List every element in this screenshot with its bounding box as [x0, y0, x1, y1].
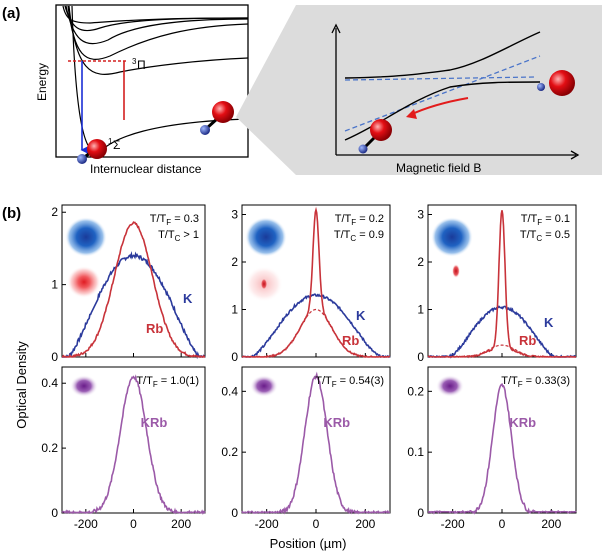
- x-tick-label: 0: [130, 517, 137, 531]
- magnetic-field-label: Magnetic field B: [396, 161, 481, 175]
- y-tick-label: 0: [51, 350, 58, 364]
- plot-top-left: 0 1 2 T/TF = 0.3 T/TC > 1 K Rb: [51, 204, 206, 364]
- y-tick-label: 0.2: [41, 441, 58, 455]
- temperature-annotation: T/TF = 0.3: [150, 213, 199, 227]
- condensate-annotation: T/TC = 0.5: [520, 229, 570, 243]
- krb-series-label: KRb: [141, 415, 168, 430]
- y-tick-label: 1: [51, 278, 58, 292]
- series-krb-line: [241, 371, 391, 515]
- temperature-annotation: T/TF = 1.0(1): [136, 375, 199, 389]
- condensate-annotation: T/TC > 1: [158, 229, 199, 243]
- zoom-connector: [236, 5, 296, 175]
- molecule-bound: [358, 119, 392, 154]
- x-tick-label: -200: [74, 517, 98, 531]
- krb-series-label: KRb: [323, 415, 350, 430]
- series-k-line: [61, 251, 206, 360]
- series-rb-line: [242, 206, 391, 358]
- krb-cloud-image: [70, 375, 98, 397]
- x-tick-label: 200: [541, 517, 561, 531]
- condensate-annotation: T/TC = 0.9: [334, 229, 384, 243]
- k-series-label: K: [183, 291, 193, 306]
- x-tick-label: -200: [255, 517, 279, 531]
- potential-diagram: 3 Π 1 Σ Energy Internuclear distance: [35, 4, 249, 176]
- y-tick-label: 2: [417, 255, 424, 269]
- plot-top-right: 0 1 2 3 T/TF = 0.1 T/TC = 0.5 K Rb: [417, 204, 577, 364]
- k-cloud-image: [245, 217, 287, 257]
- y-tick-label: 1: [231, 303, 238, 317]
- y-tick-label: 0: [417, 350, 424, 364]
- temperature-annotation: T/TF = 0.2: [335, 213, 384, 227]
- krb-cloud-image: [250, 375, 278, 397]
- optical-density-label: Optical Density: [14, 341, 29, 429]
- plot-bottom-right: 0 0.1 0.2 -200 0 200 T/TF = 0.33(3) KRb: [407, 366, 577, 531]
- krb-cloud-image: [436, 375, 464, 397]
- series-k-line: [242, 293, 391, 358]
- rb-bec-core-image: [260, 278, 268, 290]
- state-3pi: Π: [137, 58, 146, 72]
- y-tick-label: 0.4: [41, 376, 58, 390]
- k-series-label: K: [356, 308, 366, 323]
- energy-axis-label: Energy: [35, 63, 49, 101]
- y-tick-label: 0.4: [221, 384, 238, 398]
- molecule-ground: [77, 139, 107, 164]
- krb-series-label: KRb: [509, 415, 536, 430]
- panel-b-label: (b): [2, 205, 21, 222]
- y-tick-label: 2: [51, 205, 58, 219]
- y-tick-label: 0: [51, 506, 58, 520]
- k-series-label: K: [544, 315, 554, 330]
- state-3pi-sup: 3: [132, 57, 137, 66]
- rb-series-label: Rb: [342, 333, 359, 348]
- y-tick-label: 3: [417, 208, 424, 222]
- k-cloud-image: [431, 217, 473, 257]
- series-rb-line: [427, 210, 576, 359]
- series-rb-line: [62, 221, 205, 359]
- x-tick-label: 0: [313, 517, 320, 531]
- y-tick-label: 3: [231, 208, 238, 222]
- x-tick-label: 200: [355, 517, 375, 531]
- panel-a-label: (a): [2, 5, 20, 22]
- state-1sigma-sup: 1: [108, 137, 113, 146]
- y-tick-label: 0.2: [221, 445, 238, 459]
- series-k-line: [428, 305, 577, 359]
- distance-axis-label: Internuclear distance: [90, 162, 202, 176]
- y-tick-label: 0: [231, 506, 238, 520]
- x-tick-label: 0: [499, 517, 506, 531]
- plot-bottom-left: 0 0.2 0.4 -200 0 200 T/TF = 1.0(1) KRb: [41, 366, 206, 531]
- temperature-annotation: T/TF = 0.1: [521, 213, 570, 227]
- y-tick-label: 1: [417, 303, 424, 317]
- molecule-feshbach: [200, 101, 234, 135]
- rb-series-label: Rb: [519, 333, 536, 348]
- position-axis-label: Position (µm): [270, 536, 347, 551]
- x-tick-label: 200: [171, 517, 191, 531]
- temperature-annotation: T/TF = 0.54(3): [315, 375, 384, 389]
- y-tick-label: 0.1: [407, 445, 424, 459]
- y-tick-label: 0.2: [407, 384, 424, 398]
- y-tick-label: 0: [231, 350, 238, 364]
- rb-thermal-fit: [482, 344, 522, 354]
- rb-series-label: Rb: [146, 321, 163, 336]
- rb-cloud-image: [67, 266, 101, 298]
- k-cloud-image: [65, 217, 107, 257]
- feshbach-inset: Magnetic field B: [296, 5, 602, 175]
- temperature-annotation: T/TF = 0.33(3): [501, 375, 570, 389]
- plot-top-middle: 0 1 2 3 T/TF = 0.2 T/TC = 0.9 K Rb: [231, 204, 391, 364]
- y-tick-label: 2: [231, 255, 238, 269]
- y-tick-label: 0: [417, 506, 424, 520]
- rb-bec-core-image: [452, 264, 460, 278]
- state-1sigma: Σ: [113, 138, 120, 152]
- plot-bottom-middle: 0 0.2 0.4 -200 0 200 T/TF = 0.54(3) KRb: [221, 366, 391, 531]
- atoms-free: [537, 70, 575, 96]
- series-krb-line: [427, 383, 577, 515]
- series-krb-line: [61, 374, 206, 515]
- x-tick-label: -200: [441, 517, 465, 531]
- rb-thermal-fit: [295, 308, 337, 336]
